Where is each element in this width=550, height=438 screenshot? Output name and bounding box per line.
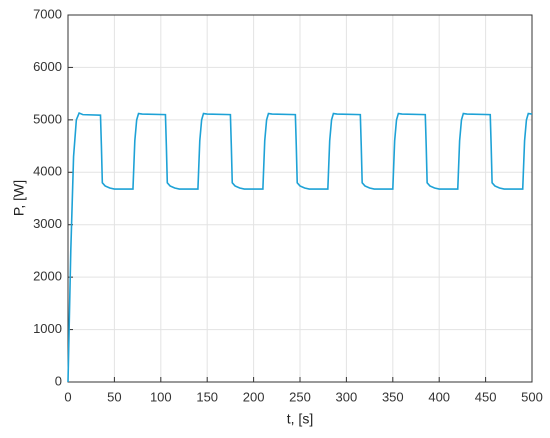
- x-tick-label: 250: [289, 389, 311, 404]
- y-tick-label: 1000: [33, 321, 62, 336]
- y-tick-label: 2000: [33, 269, 62, 284]
- x-tick-label: 500: [521, 389, 543, 404]
- x-tick-label: 400: [428, 389, 450, 404]
- y-tick-label: 4000: [33, 164, 62, 179]
- y-tick-label: 5000: [33, 111, 62, 126]
- x-tick-label: 450: [475, 389, 497, 404]
- y-tick-label: 6000: [33, 59, 62, 74]
- data-line: [67, 111, 533, 383]
- x-tick-label: 0: [64, 389, 71, 404]
- x-tick-label: 150: [196, 389, 218, 404]
- x-axis-label: t, [s]: [287, 411, 313, 427]
- y-axis-label: P, [W]: [11, 180, 27, 216]
- x-tick-label: 200: [243, 389, 265, 404]
- x-tick-label: 100: [150, 389, 172, 404]
- x-tick-label: 50: [107, 389, 121, 404]
- y-tick-label: 0: [55, 373, 62, 388]
- y-tick-label: 3000: [33, 216, 62, 231]
- x-tick-label: 300: [336, 389, 358, 404]
- plot-frame: [67, 14, 533, 383]
- y-tick-label: 7000: [33, 6, 62, 21]
- x-tick-label: 350: [382, 389, 404, 404]
